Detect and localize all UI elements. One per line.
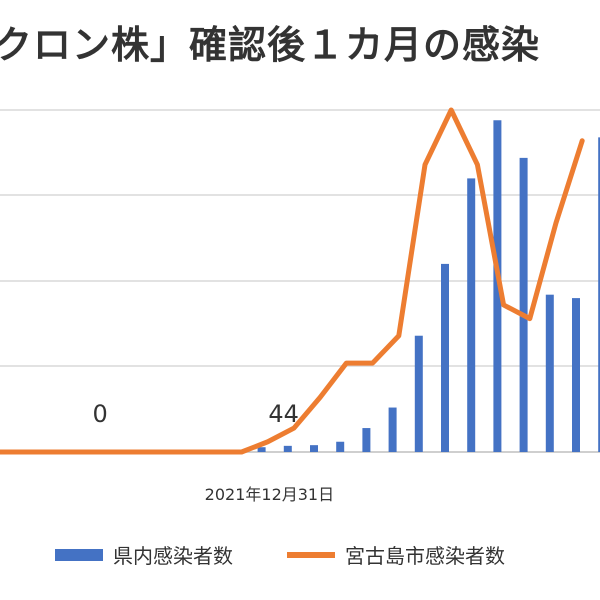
bar-11	[336, 441, 345, 452]
bar-18	[519, 157, 528, 452]
labels: 2021年12月31日2022044	[93, 400, 335, 504]
line-series	[0, 107, 585, 455]
data-label-0: 0	[93, 400, 108, 428]
chart: 2021年12月31日2022044	[0, 107, 600, 504]
legend-item-bar: 県内感染者数	[55, 540, 233, 569]
bar-19	[545, 294, 554, 452]
chart-title: クロン株」確認後１カ月の感染	[0, 23, 541, 67]
bar-series	[48, 120, 600, 453]
legend-label-line: 宮古島市感染者数	[345, 544, 505, 568]
bar-17	[493, 120, 502, 452]
bar-13	[388, 407, 397, 452]
bar-16	[467, 178, 476, 452]
line-path	[0, 107, 585, 455]
bar-12	[362, 428, 371, 452]
legend-swatch-line	[287, 551, 335, 558]
data-label-1: 44	[268, 400, 299, 428]
bar-21	[598, 137, 600, 453]
x-tick-label-0: 2021年12月31日	[205, 485, 334, 504]
bar-10	[310, 445, 318, 452]
bar-9	[283, 445, 292, 452]
legend-item-line: 宮古島市感染者数	[287, 540, 505, 569]
bar-8	[257, 447, 266, 452]
bar-14	[414, 335, 423, 452]
legend-swatch-bar	[55, 548, 103, 561]
bar-20	[572, 298, 580, 452]
gridlines	[0, 109, 600, 453]
legend-label-bar: 県内感染者数	[113, 544, 233, 568]
bar-15	[441, 263, 449, 452]
